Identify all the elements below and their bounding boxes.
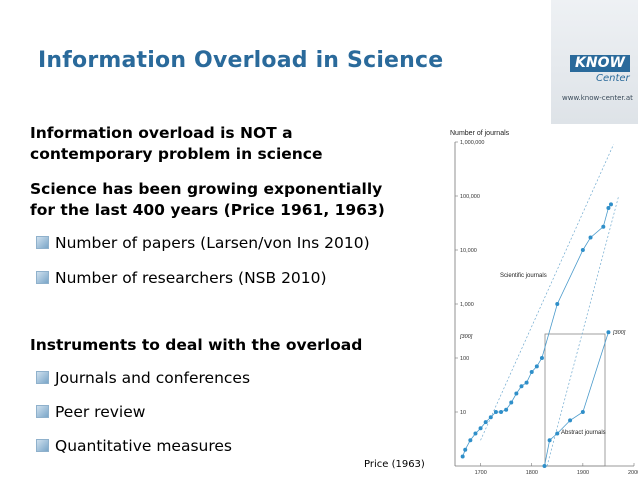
bullet-peer-review: Peer review	[36, 403, 145, 421]
logo-sub: Center	[596, 73, 630, 84]
bullet-square-icon	[36, 236, 49, 249]
data-point-scientific	[588, 235, 593, 240]
data-point-scientific	[606, 205, 611, 210]
intro-line-3: Science has been growing exponentially	[30, 180, 383, 198]
data-point-scientific	[555, 302, 560, 306]
intro-line-4: for the last 400 years (Price 1961, 1963…	[30, 201, 385, 219]
x-tick-label: 1900	[577, 470, 589, 476]
bullet-researchers: Number of researchers (NSB 2010)	[36, 269, 327, 287]
price-growth-chart: Number of journals 1,000,000 100,000 10,00…	[448, 124, 638, 479]
bullet-journals: Journals and conferences	[36, 369, 250, 387]
data-point-scientific	[539, 356, 544, 360]
data-point-scientific	[488, 415, 493, 420]
data-point-scientific	[473, 431, 478, 436]
y-tick-label: 1,000	[460, 302, 474, 308]
inset-box	[544, 333, 606, 467]
logo-url: www.know-center.at	[562, 94, 633, 102]
data-point-scientific	[580, 248, 585, 252]
data-point-abstract	[542, 464, 547, 468]
x-tick-label: 1700	[475, 470, 487, 476]
bullet-quant: Quantitative measures	[36, 437, 232, 455]
data-point-scientific	[468, 438, 473, 443]
data-point-scientific	[504, 407, 509, 412]
bullet-text: Journals and conferences	[55, 369, 251, 387]
data-point-scientific	[524, 380, 529, 385]
intro-line-1: Information overload is NOT a	[30, 124, 293, 142]
bullet-square-icon	[36, 271, 49, 284]
data-point-abstract	[555, 431, 560, 436]
data-point-scientific	[519, 384, 524, 389]
bullet-text: Peer review	[55, 403, 146, 421]
annotation-scientific: Scientific journals	[500, 273, 547, 279]
slide-title: Information Overload in Science	[38, 48, 444, 73]
data-point-scientific	[478, 426, 483, 431]
bullet-text: Number of papers (Larsen/von Ins 2010)	[55, 234, 370, 252]
data-point-scientific	[529, 370, 534, 375]
x-tick-label: 1800	[526, 470, 538, 476]
data-point-scientific	[514, 391, 519, 396]
annotation-abstract: Abstract journals	[561, 430, 606, 436]
logo-brand: KNOW	[570, 55, 630, 72]
y-tick-label: 10,000	[460, 248, 477, 254]
bullet-square-icon	[36, 439, 49, 452]
data-point-scientific	[509, 400, 514, 405]
bullet-text: Quantitative measures	[55, 437, 233, 455]
know-center-logo: KNOW Center	[566, 55, 630, 91]
data-point-scientific	[460, 454, 465, 459]
data-point-scientific	[601, 224, 606, 229]
data-point-abstract	[606, 330, 611, 335]
y-axis-label: Number of journals	[450, 130, 510, 137]
y-tick-label: 1,000,000	[460, 140, 484, 146]
data-point-scientific	[499, 410, 504, 414]
data-point-abstract	[568, 418, 573, 423]
bullet-square-icon	[36, 405, 49, 418]
data-point-scientific	[534, 364, 539, 369]
y-tick-label: 10	[460, 410, 466, 416]
trend-line-abstract	[546, 195, 619, 467]
data-point-scientific	[608, 202, 613, 207]
data-point-abstract	[580, 410, 585, 414]
y-tick-label: 100	[460, 356, 469, 362]
data-point-abstract	[547, 438, 552, 443]
instruments-heading: Instruments to deal with the overload	[30, 336, 363, 354]
y-tick-label: 100,000	[460, 194, 480, 200]
bullet-text: Number of researchers (NSB 2010)	[55, 269, 327, 287]
series-line-abstract	[544, 332, 609, 467]
figure-caption: Price (1963)	[364, 459, 425, 470]
x-tick-label: 2000	[628, 470, 638, 476]
data-point-scientific	[463, 447, 468, 452]
intro-line-2: contemporary problem in science	[30, 145, 323, 163]
bullet-papers: Number of papers (Larsen/von Ins 2010)	[36, 234, 370, 252]
bullet-square-icon	[36, 371, 49, 384]
data-point-scientific	[483, 420, 488, 425]
bracket-label-left: [300]	[459, 334, 473, 340]
data-point-scientific	[493, 410, 498, 414]
bracket-label-right: [300]	[612, 330, 626, 336]
